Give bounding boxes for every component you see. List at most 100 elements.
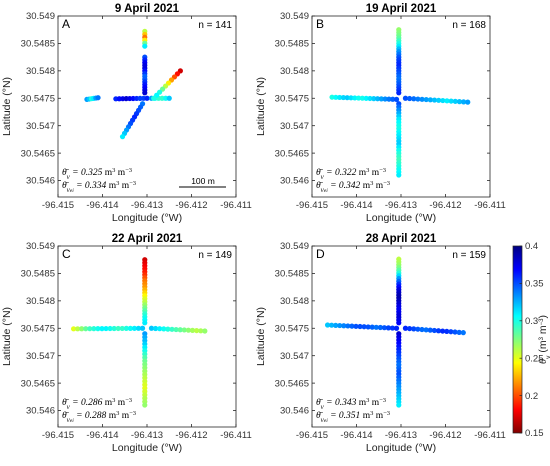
y-axis-label: Latitude (°N) [255,77,267,136]
x-tick-label: -96.411 [474,430,506,441]
y-tick-label: 30.546 [280,406,309,417]
data-point [131,325,138,331]
stat-mean-theta: θ̄v = 0.286 m3 m−3 [62,397,132,412]
data-point [333,322,339,328]
data-point [161,326,167,332]
data-point [355,95,362,101]
data-point [431,327,437,334]
y-axis-label: Latitude (°N) [1,77,13,136]
panel-title: 9 April 2021 [115,3,180,15]
data-point [369,324,375,330]
data-point [353,323,359,329]
data-point [144,95,150,101]
data-point [419,326,425,333]
data-point [440,328,446,334]
data-point [340,94,347,101]
x-tick-label: -96.414 [340,200,372,211]
sample-count: n = 159 [452,250,486,261]
data-point [423,327,429,333]
data-point [185,327,192,333]
y-tick-label: 30.5475 [21,93,55,104]
stat-mean-theta: θ̄v = 0.325 m3 m−3 [62,167,132,182]
x-tick-label: -96.411 [474,200,506,211]
y-tick-label: 30.5465 [21,378,55,389]
y-tick-label: 30.5485 [275,39,309,50]
panel-title: 19 April 2021 [366,3,437,15]
data-point [365,324,371,330]
data-point [444,98,450,104]
panel-title: 22 April 2021 [112,233,183,245]
y-tick-label: 30.5485 [275,269,309,280]
y-axis-label: Latitude (°N) [1,307,13,366]
y-tick-label: 30.548 [26,296,55,307]
scale-bar-label: 100 m [191,176,215,186]
data-point [142,90,148,96]
data-point [415,96,421,102]
x-tick-label: -96.415 [296,430,328,441]
data-point [367,95,373,102]
data-point [390,96,396,102]
data-point [169,326,175,332]
data-point [107,325,113,332]
data-points [84,28,183,140]
colorbar-tick-label: 0.15 [525,428,544,439]
colorbar-tick-label: 0.35 [525,279,544,290]
panel-letter: C [62,247,71,261]
data-point [382,96,388,102]
data-point [70,326,77,332]
data-point [79,326,85,332]
y-tick-label: 30.5485 [21,269,55,280]
data-point [402,325,409,331]
x-tick-label: -96.412 [175,200,207,211]
sample-count: n = 168 [452,20,486,31]
x-tick-label: -96.411 [220,430,252,441]
y-tick-label: 30.547 [26,121,55,132]
data-point [127,325,133,331]
data-point [411,326,417,332]
y-tick-label: 30.5465 [275,148,309,159]
y-axis-label: Latitude (°N) [255,307,267,366]
y-tick-label: 30.5475 [275,93,309,104]
y-tick-label: 30.546 [26,176,55,187]
data-point [95,326,101,332]
data-point [123,325,129,331]
data-point [452,329,458,335]
data-point [381,325,387,331]
data-point [142,43,148,49]
data-point [115,325,121,332]
data-point [177,327,183,333]
stat-mean-theta: θ̄v = 0.343 m3 m−3 [316,397,386,412]
x-tick-label: -96.412 [429,430,461,441]
data-point [329,322,335,328]
data-point [456,329,462,335]
data-points [329,27,471,178]
x-tick-label: -96.411 [220,200,252,211]
x-axis-label: Longitude (°W) [112,212,182,224]
panel-title: 28 April 2021 [366,233,437,245]
data-point [396,172,402,178]
x-tick-label: -96.413 [131,200,163,211]
data-point [329,94,335,100]
data-point [166,95,172,101]
data-point [157,326,163,332]
y-tick-label: 30.5465 [21,148,55,159]
data-point [440,97,446,104]
sample-count: n = 149 [198,250,232,261]
data-point [407,95,413,102]
data-point [99,326,105,332]
y-tick-label: 30.548 [280,296,309,307]
colorbar-tick-label: 0.25 [525,353,544,364]
y-tick-label: 30.548 [280,66,309,77]
x-tick-label: -96.414 [86,430,118,441]
data-point [151,95,157,101]
data-point [139,325,146,331]
data-point [135,325,142,331]
data-point [348,95,354,101]
data-point [148,325,155,331]
x-tick-label: -96.415 [42,430,74,441]
data-point [406,325,413,332]
data-point [111,325,117,332]
data-point [431,97,438,103]
data-point [352,95,358,101]
data-point [165,326,171,332]
